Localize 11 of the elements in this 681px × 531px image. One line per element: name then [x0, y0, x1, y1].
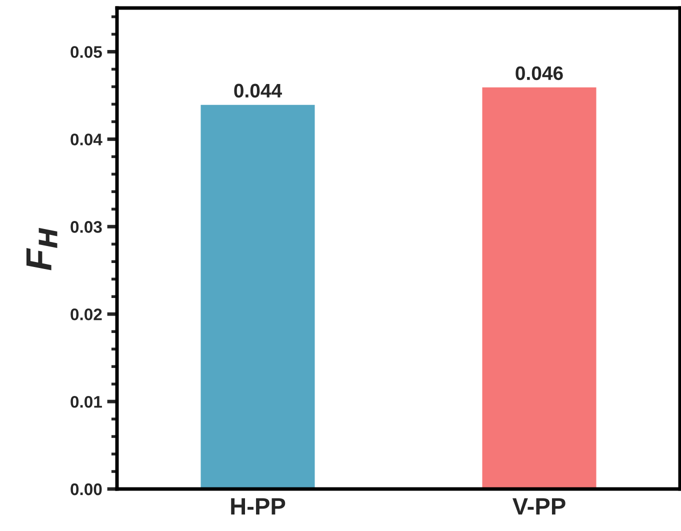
y-axis-title: F$_{H}$: [26, 228, 58, 270]
x-tick-label: V-PP: [512, 498, 566, 514]
y-tick-label: 0.04: [70, 134, 102, 146]
x-tick-label: H-PP: [231, 498, 286, 514]
y-tick-label: 0.05: [70, 46, 102, 58]
y-tick-label: 0.00: [70, 483, 102, 496]
y-tick-label: 0.01: [70, 396, 102, 408]
data-label: 0.044: [234, 84, 282, 98]
y-tick-label: 0.03: [70, 221, 102, 233]
data-label: 0.046: [516, 66, 563, 80]
y-tick-label: 0.02: [70, 308, 102, 320]
